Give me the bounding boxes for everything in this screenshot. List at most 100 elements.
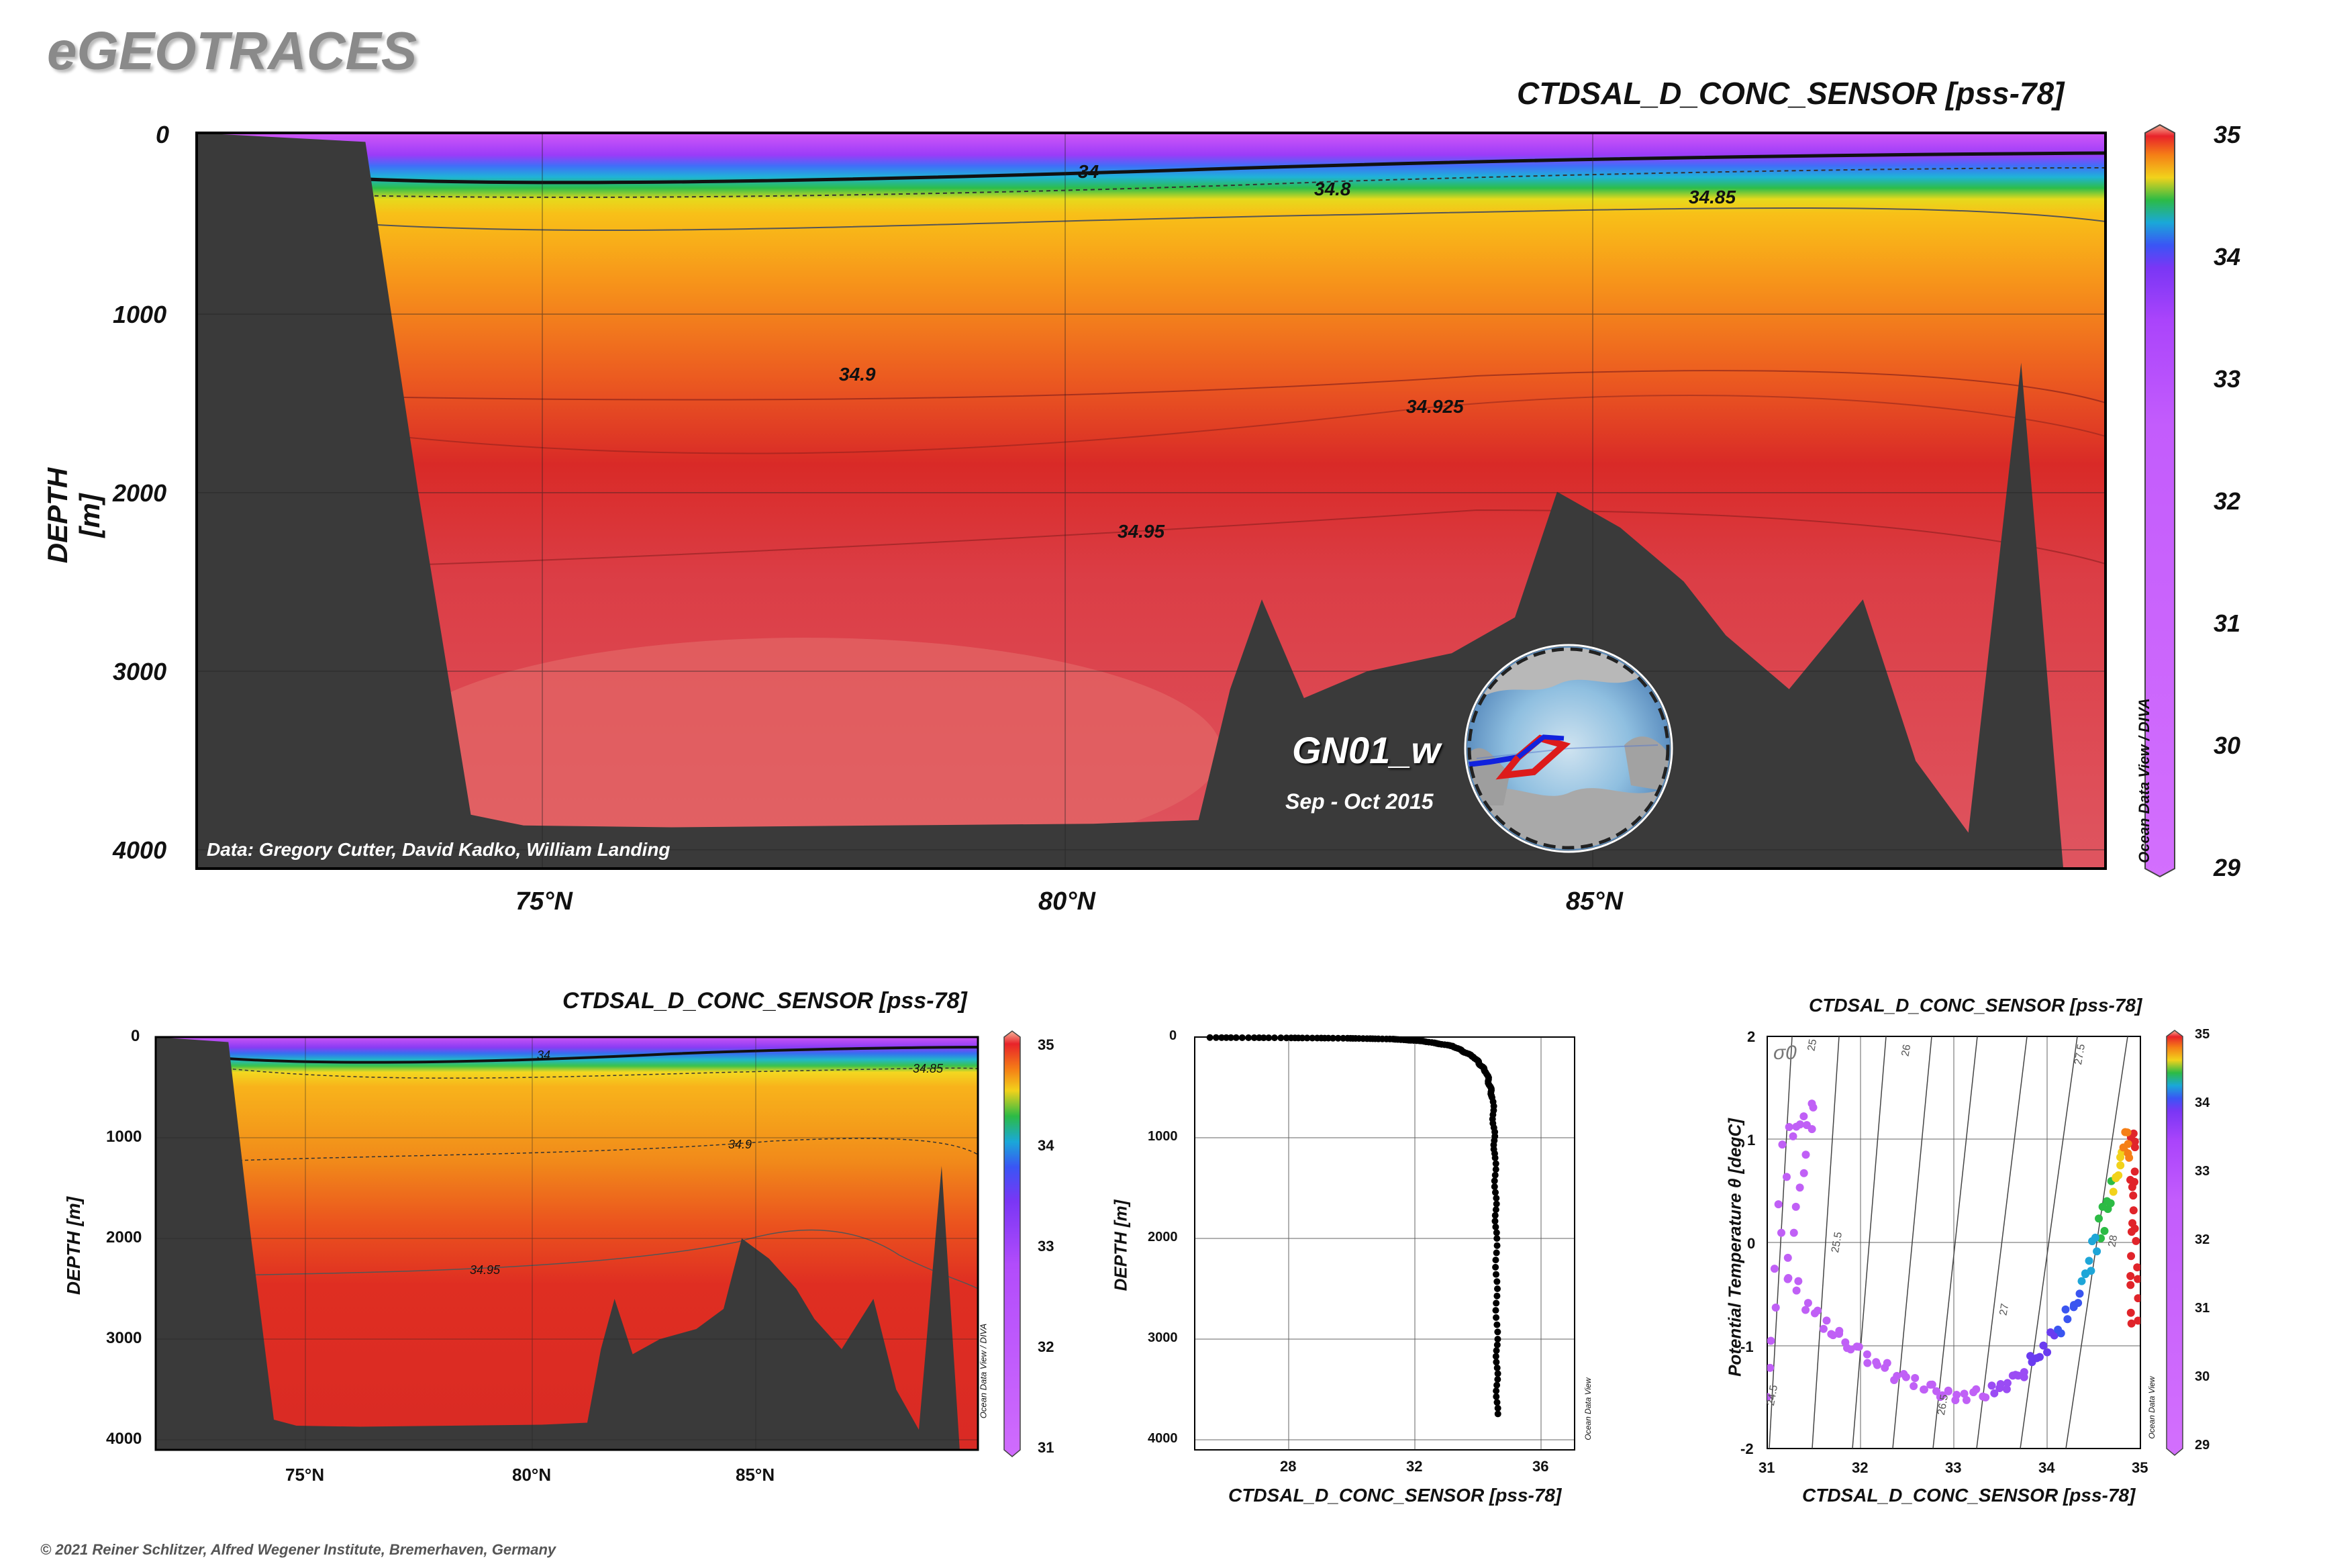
main-ytick-3000: 3000 bbox=[113, 658, 167, 685]
ts-vertical-credit: Ocean Data View bbox=[2147, 1376, 2157, 1439]
ts-xtick-34: 34 bbox=[2038, 1459, 2055, 1476]
small-ytick-0: 0 bbox=[131, 1027, 140, 1045]
small-ytick-1000: 1000 bbox=[106, 1128, 142, 1146]
profile-data-point bbox=[1492, 1307, 1499, 1314]
ts-data-point bbox=[2085, 1257, 2093, 1265]
ts-xtick-33: 33 bbox=[1945, 1459, 1962, 1476]
profile-xtick-36: 36 bbox=[1532, 1458, 1549, 1475]
profile-data-point bbox=[1491, 1189, 1499, 1196]
ts-data-point bbox=[2026, 1352, 2035, 1361]
ts-data-point bbox=[1792, 1122, 1801, 1131]
profile-data-point bbox=[1493, 1249, 1500, 1257]
ts-data-point bbox=[1944, 1387, 1952, 1395]
ts-data-point bbox=[1969, 1388, 1978, 1397]
ts-cbar-tick-31: 31 bbox=[2195, 1301, 2210, 1316]
ts-data-point bbox=[1789, 1228, 1798, 1237]
profile-data-point bbox=[1493, 1399, 1501, 1406]
profile-data-point bbox=[1491, 1155, 1499, 1161]
ts-cbar-tick-30: 30 bbox=[2195, 1369, 2210, 1384]
ts-data-point bbox=[2075, 1289, 2084, 1298]
ts-data-point bbox=[1771, 1303, 1780, 1312]
profile-data-point bbox=[1238, 1034, 1246, 1041]
ts-data-point bbox=[1819, 1324, 1828, 1333]
main-ylabel: DEPTH [m] bbox=[42, 467, 105, 564]
main-contour-34-85 bbox=[321, 207, 2106, 231]
ts-data-point bbox=[1854, 1342, 1863, 1351]
profile-data-point bbox=[1493, 1314, 1500, 1321]
profile-ytick-1000: 1000 bbox=[1148, 1129, 1178, 1144]
small-title: CTDSAL_D_CONC_SENSOR [pss-78] bbox=[562, 988, 967, 1014]
profile-data-point bbox=[1206, 1034, 1214, 1041]
main-title: CTDSAL_D_CONC_SENSOR [pss-78] bbox=[1517, 76, 2065, 111]
profile-data-point bbox=[1492, 1271, 1499, 1278]
ts-data-point bbox=[2128, 1183, 2136, 1191]
main-gridlines bbox=[197, 133, 2106, 869]
main-contour-label-34: 34 bbox=[1078, 161, 1099, 182]
ts-data-point bbox=[2061, 1305, 2070, 1314]
profile-ylabel: DEPTH [m] bbox=[1110, 1199, 1131, 1291]
small-colorbar bbox=[1003, 1030, 1021, 1457]
main-ytick-4000: 4000 bbox=[113, 836, 167, 864]
ts-data-point bbox=[1774, 1200, 1783, 1209]
profile-data-point bbox=[1493, 1321, 1501, 1328]
small-bathymetry bbox=[156, 1037, 978, 1450]
profile-ytick-2000: 2000 bbox=[1148, 1230, 1178, 1244]
ts-data-point bbox=[2114, 1171, 2123, 1179]
profile-data-point bbox=[1493, 1229, 1500, 1236]
profile-xlabel: CTDSAL_D_CONC_SENSOR [pss-78] bbox=[1228, 1485, 1562, 1506]
main-contour-label-34-95: 34.95 bbox=[1118, 521, 1165, 542]
cruise-name: GN01_w bbox=[1292, 729, 1440, 771]
ts-data-point bbox=[2126, 1308, 2135, 1317]
main-xtick-75n: 75°N bbox=[515, 887, 573, 916]
ts-ytick-neg1: -1 bbox=[1740, 1338, 1754, 1355]
profile-ytick-4000: 4000 bbox=[1148, 1431, 1178, 1446]
ts-data-point bbox=[2100, 1226, 2109, 1235]
ts-data-point bbox=[2125, 1153, 2134, 1162]
profile-data-point bbox=[1309, 1034, 1316, 1042]
copyright-footer: © 2021 Reiner Schlitzer, Alfred Wegener … bbox=[40, 1541, 556, 1558]
small-xtick-85n: 85°N bbox=[736, 1465, 775, 1485]
ts-data-point bbox=[2003, 1379, 2012, 1387]
ts-data-point bbox=[1822, 1316, 1831, 1325]
small-cbar-tick-33: 33 bbox=[1038, 1238, 1054, 1255]
main-plot-frame bbox=[195, 132, 2107, 870]
profile-data-point bbox=[1223, 1034, 1230, 1041]
ts-data-point bbox=[2093, 1247, 2101, 1256]
ts-data-point bbox=[1792, 1286, 1801, 1295]
profile-dots bbox=[1206, 1034, 1501, 1418]
main-vertical-credit: Ocean Data View / DIVA bbox=[2136, 698, 2152, 863]
profile-data-point bbox=[1493, 1195, 1500, 1202]
ts-data-point bbox=[1960, 1389, 1969, 1398]
ts-data-point bbox=[2123, 1128, 2132, 1137]
profile-gridlines bbox=[1195, 1037, 1575, 1450]
ts-data-point bbox=[2132, 1236, 2140, 1245]
main-section-plot bbox=[195, 132, 2107, 870]
ts-cbar-tick-35: 35 bbox=[2195, 1027, 2210, 1042]
ts-data-point bbox=[1782, 1173, 1791, 1181]
small-vertical-credit: Ocean Data View / DIVA bbox=[978, 1323, 989, 1419]
profile-data-point bbox=[1218, 1034, 1226, 1041]
profile-data-point bbox=[1494, 1328, 1501, 1336]
ts-data-point bbox=[2020, 1368, 2028, 1377]
small-xtick-80n: 80°N bbox=[512, 1465, 552, 1485]
ts-data-point bbox=[2074, 1299, 2083, 1308]
small-contour-label-34-85: 34.85 bbox=[913, 1062, 944, 1075]
small-contour-label-34: 34 bbox=[537, 1048, 551, 1062]
profile-ytick-3000: 3000 bbox=[1148, 1330, 1178, 1345]
ts-xtick-35: 35 bbox=[2132, 1459, 2148, 1476]
main-ytick-0: 0 bbox=[156, 121, 170, 148]
ts-data-point bbox=[1799, 1169, 1808, 1177]
ts-ytick-neg2: -2 bbox=[1740, 1440, 1754, 1457]
main-colorbar bbox=[2144, 124, 2175, 878]
ts-data-point bbox=[1890, 1376, 1899, 1385]
profile-data-point bbox=[1492, 1166, 1499, 1173]
ts-data-point bbox=[2109, 1187, 2118, 1196]
ts-isopycnal-label-26: 26 bbox=[1899, 1043, 1914, 1058]
ts-data-point bbox=[2046, 1328, 2055, 1336]
ts-isopycnal-label-28: 28 bbox=[2106, 1234, 2120, 1248]
profile-plot bbox=[1194, 1034, 1575, 1451]
ts-data-point bbox=[1827, 1330, 1836, 1338]
main-cbar-tick-33: 33 bbox=[2214, 365, 2241, 393]
ts-data-point bbox=[2133, 1263, 2140, 1272]
